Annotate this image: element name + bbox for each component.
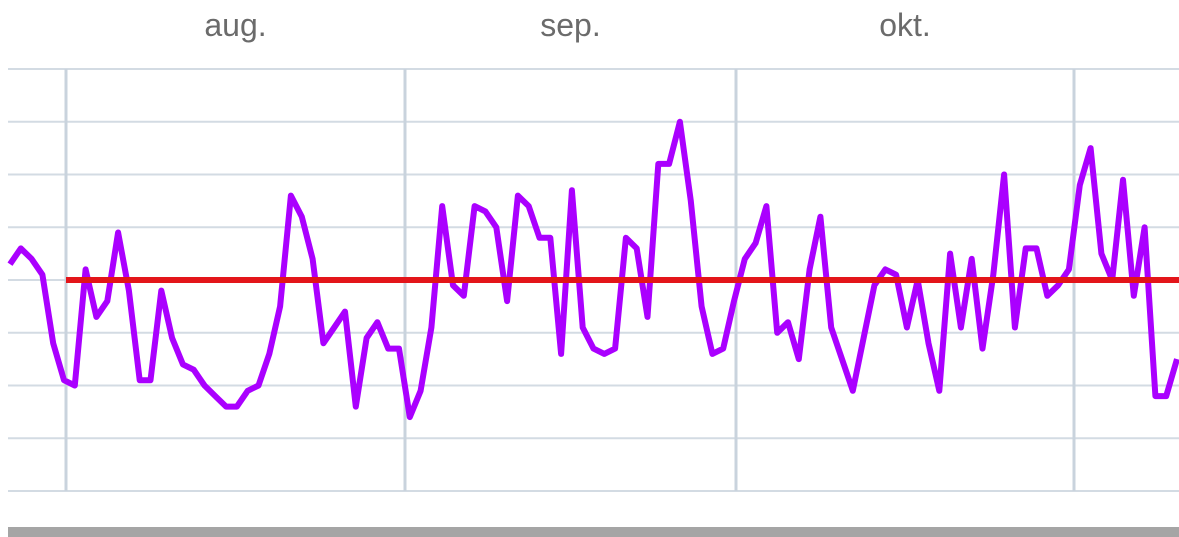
x-tick-label: aug. xyxy=(204,7,266,43)
x-axis-tick-labels: aug. sep. okt. xyxy=(204,7,930,43)
x-tick-label: sep. xyxy=(540,7,600,43)
scrollbar-track[interactable] xyxy=(8,527,1179,537)
series-layer xyxy=(7,118,1179,421)
series-line xyxy=(7,118,1179,421)
x-tick-label: okt. xyxy=(879,7,931,43)
